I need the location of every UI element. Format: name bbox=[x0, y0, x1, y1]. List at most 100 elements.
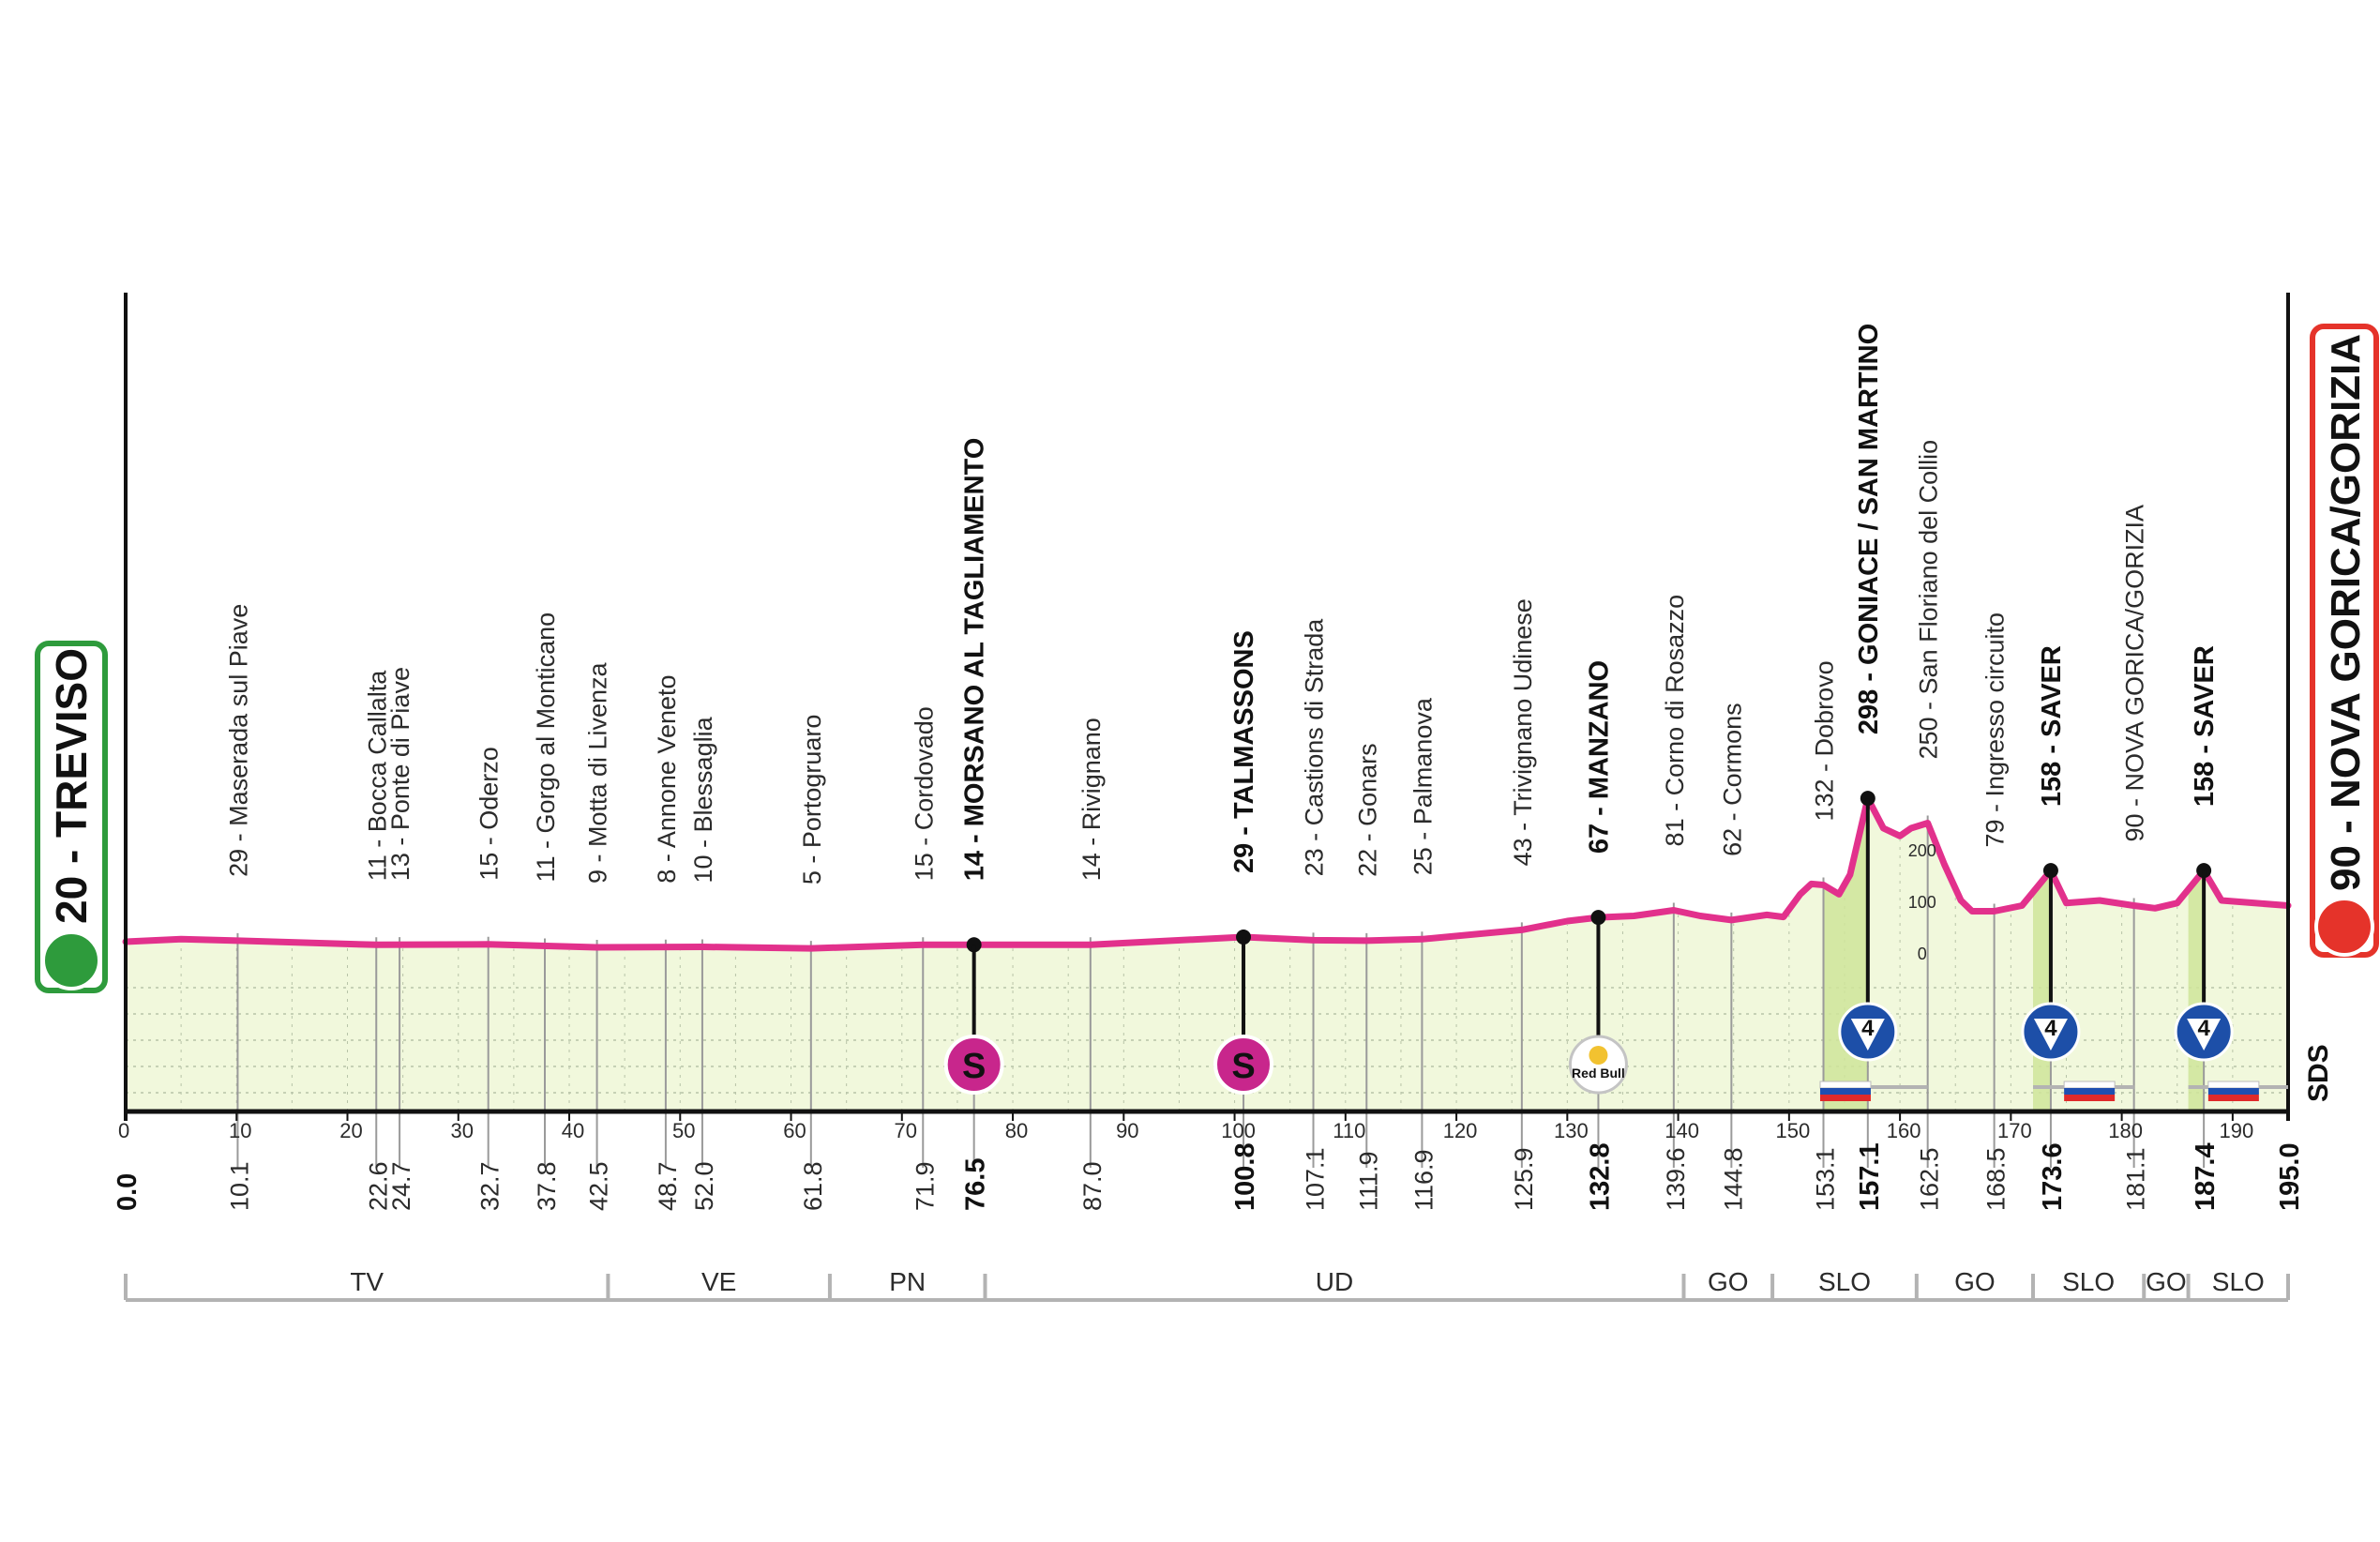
sprint-badge-letter: S bbox=[962, 1047, 986, 1086]
x-tick-label: 80 bbox=[1005, 1119, 1028, 1142]
x-tick-label: 100 bbox=[1221, 1119, 1256, 1142]
cyclist-icon bbox=[2314, 897, 2374, 957]
finish-label: 90 - NOVA GORICA/GORIZIA bbox=[2323, 334, 2369, 891]
profile-area bbox=[126, 798, 2288, 1111]
slovenia-flag-icon bbox=[2207, 1081, 2260, 1089]
slovenia-flag-stripe bbox=[2207, 1088, 2259, 1095]
profile-line-layer bbox=[122, 794, 2292, 952]
sprint-badge bbox=[943, 1035, 1004, 1095]
waypoint-label: 79 - Ingresso circuito bbox=[1981, 612, 2010, 848]
km-label-main: 132.8 bbox=[1585, 1142, 1615, 1211]
slovenia-flag-stripe bbox=[2207, 1095, 2259, 1101]
kom-category: 4 bbox=[2044, 1016, 2057, 1041]
waypoint-label: 25 - Palmanova bbox=[1408, 697, 1437, 875]
x-tick-label: 60 bbox=[783, 1119, 806, 1142]
waypoint-label-main: 158 - SAVER bbox=[2190, 645, 2220, 807]
region-label: SLO bbox=[2062, 1267, 2115, 1296]
waypoint-label: 29 - Maserada sul Piave bbox=[224, 604, 252, 877]
km-label: 139.6 bbox=[1662, 1147, 1690, 1211]
climb-scale-label: 200 bbox=[1908, 841, 1936, 860]
x-tick-label: 190 bbox=[2220, 1119, 2254, 1142]
climb-zone bbox=[2188, 870, 2205, 1111]
x-tick-label: 50 bbox=[672, 1119, 695, 1142]
region-label: SLO bbox=[2212, 1267, 2265, 1296]
grid-layer bbox=[126, 839, 2288, 1111]
waypoint-label: 8 - Annone Veneto bbox=[653, 674, 681, 883]
x-tick-label: 90 bbox=[1116, 1119, 1138, 1142]
km-label: 42.5 bbox=[585, 1161, 613, 1211]
kom-triangle-icon bbox=[2187, 1019, 2222, 1051]
waypoint-label: 15 - Cordovado bbox=[910, 706, 938, 881]
x-tick-label: 130 bbox=[1554, 1119, 1589, 1142]
profile-area-layer bbox=[126, 798, 2288, 1111]
sprint-badge bbox=[1213, 1035, 1274, 1095]
waypoint-label: 90 - NOVA GORICA/GORIZIA bbox=[2121, 505, 2149, 842]
km-label-main: 157.1 bbox=[1855, 1142, 1885, 1211]
region-label: GO bbox=[2146, 1267, 2187, 1296]
km-label: 125.9 bbox=[1510, 1147, 1538, 1211]
region-label: UD bbox=[1316, 1267, 1353, 1296]
x-tick-label: 10 bbox=[229, 1119, 251, 1142]
km-label: 22.6 bbox=[364, 1161, 392, 1211]
km-label: 116.9 bbox=[1409, 1149, 1438, 1211]
kom-category: 4 bbox=[1861, 1016, 1875, 1041]
waypoint-label-main: 158 - SAVER bbox=[2037, 645, 2067, 807]
slovenia-flag-stripe bbox=[1819, 1088, 1871, 1095]
region-label: VE bbox=[701, 1267, 736, 1296]
slovenia-flag-stripe bbox=[2064, 1088, 2116, 1095]
climb-scale-label: 0 bbox=[1918, 945, 1927, 963]
slovenia-flag-stripe bbox=[2064, 1095, 2116, 1101]
finish-badge: 90 - NOVA GORICA/GORIZIA bbox=[2310, 324, 2379, 958]
km-label: 71.9 bbox=[911, 1161, 939, 1211]
regions-layer: TV VE PN UD GO SLO GO SLO GO SLO bbox=[124, 1267, 2290, 1302]
km-label: 32.7 bbox=[476, 1161, 505, 1211]
slovenia-flag-icon bbox=[1819, 1081, 1872, 1089]
km-label: 37.8 bbox=[533, 1161, 561, 1211]
x-tick-label: 30 bbox=[451, 1119, 474, 1142]
x-tick-label: 40 bbox=[562, 1119, 584, 1142]
cyclist-icon bbox=[41, 930, 101, 990]
km-label-main: 100.8 bbox=[1230, 1142, 1260, 1211]
km-label: 52.0 bbox=[690, 1161, 718, 1211]
waypoint-label: 10 - Blessaglia bbox=[689, 716, 717, 883]
region-label: GO bbox=[1708, 1267, 1749, 1296]
km-label: 10.1 bbox=[225, 1161, 253, 1211]
x-tick-label: 110 bbox=[1333, 1119, 1365, 1142]
markers-layer: S S 4 4 4 Red Bull bbox=[943, 791, 2288, 1101]
climb-scale-label: 100 bbox=[1908, 893, 1936, 912]
km-label: 111.9 bbox=[1354, 1151, 1382, 1211]
x-tick-label: 170 bbox=[1997, 1119, 2032, 1142]
km-label-main: 0.0 bbox=[113, 1173, 143, 1211]
waypoint-label: 13 - Ponte di Piave bbox=[386, 667, 414, 881]
waypoint-label: 9 - Motta di Livenza bbox=[584, 661, 612, 884]
km-label: 107.1 bbox=[1302, 1147, 1330, 1211]
region-label: GO bbox=[1954, 1267, 1996, 1296]
waypoint-label: 81 - Corno di Rosazzo bbox=[1661, 595, 1689, 847]
redbull-label: Red Bull bbox=[1572, 1066, 1625, 1081]
waypoint-label: 22 - Gonars bbox=[1353, 743, 1381, 877]
region-label: SLO bbox=[1818, 1267, 1871, 1296]
x-tick-label: 180 bbox=[2108, 1119, 2143, 1142]
km-label: 181.1 bbox=[2122, 1147, 2150, 1211]
x-tick-label: 20 bbox=[339, 1119, 362, 1142]
km-label-main: 173.6 bbox=[2038, 1142, 2068, 1211]
start-label: 20 - TREVISO bbox=[47, 648, 96, 924]
waypoint-label: 15 - Oderzo bbox=[475, 747, 504, 881]
waypoint-label: 23 - Castions di Strada bbox=[1301, 618, 1329, 877]
waypoint-label: 250 - San Floriano del Collio bbox=[1915, 440, 1943, 760]
waypoint-label: 11 - Bocca Callalta bbox=[363, 670, 391, 882]
x-tick-label: 120 bbox=[1443, 1119, 1478, 1142]
waypoint-label: 5 - Portogruaro bbox=[798, 715, 826, 885]
kom-triangle-icon bbox=[1850, 1019, 1885, 1051]
region-label: PN bbox=[889, 1267, 926, 1296]
waypoint-label: 132 - Dobrovo bbox=[1811, 660, 1839, 821]
start-badge: 20 - TREVISO bbox=[35, 641, 108, 993]
waypoint-label-main: 14 - MORSANO AL TAGLIAMENTO bbox=[960, 438, 990, 882]
waypoint-labels-layer: 29 - Maserada sul Piave 11 - Bocca Callal… bbox=[224, 324, 2220, 884]
slovenia-flag-icon bbox=[2063, 1081, 2116, 1089]
kom-category: 4 bbox=[2197, 1016, 2210, 1041]
waypoint-label-main: 29 - TALMASSONS bbox=[1229, 630, 1259, 873]
x-tick-label: 70 bbox=[895, 1119, 917, 1142]
km-label-main: 187.4 bbox=[2191, 1142, 2221, 1211]
